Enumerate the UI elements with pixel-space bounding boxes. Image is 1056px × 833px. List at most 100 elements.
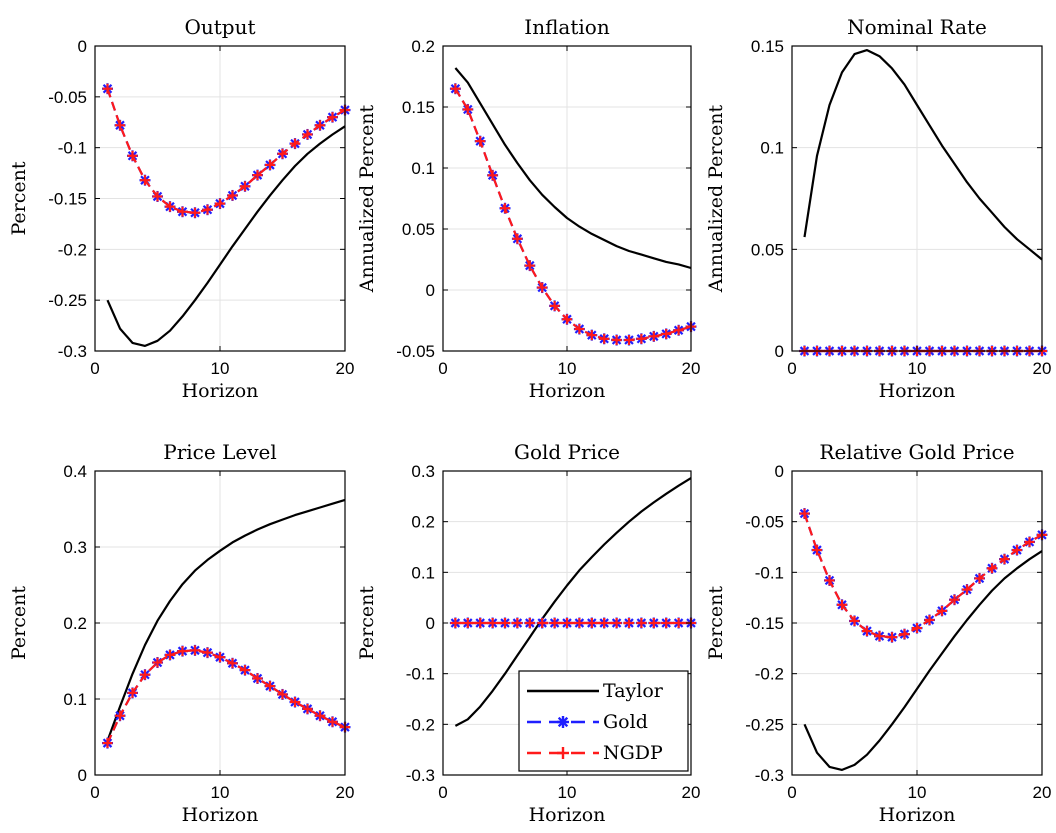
data-point-ngdp bbox=[537, 282, 548, 293]
data-point-ngdp bbox=[165, 201, 175, 212]
y-axis-label: Percent bbox=[8, 161, 30, 235]
x-tick-label: 10 bbox=[211, 359, 230, 378]
x-axis-label: Horizon bbox=[182, 804, 259, 826]
data-point-ngdp bbox=[127, 150, 138, 161]
panel-title: Price Level bbox=[163, 440, 276, 464]
data-point-ngdp bbox=[202, 204, 213, 215]
y-tick-label: 0.1 bbox=[760, 139, 784, 158]
y-axis-label: Annualized Percent bbox=[356, 104, 378, 293]
data-point-ngdp bbox=[962, 584, 972, 595]
legend-label: Taylor bbox=[603, 680, 664, 702]
y-tick-label: -0.3 bbox=[406, 766, 435, 785]
data-point-ngdp bbox=[849, 615, 860, 626]
x-tick-label: 0 bbox=[787, 783, 796, 802]
y-tick-label: -0.1 bbox=[755, 563, 784, 582]
data-point-ngdp bbox=[524, 260, 535, 271]
data-point-ngdp bbox=[450, 83, 461, 94]
y-tick-label: -0.1 bbox=[406, 665, 435, 684]
x-tick-label: 20 bbox=[682, 783, 701, 802]
data-point-ngdp bbox=[899, 629, 910, 640]
data-point-ngdp bbox=[862, 626, 872, 637]
x-axis-label: Horizon bbox=[182, 380, 259, 402]
series-line-ngdp bbox=[803, 513, 1043, 639]
data-point-ngdp bbox=[315, 120, 325, 131]
series-line-taylor bbox=[106, 498, 346, 742]
data-point-ngdp bbox=[937, 605, 947, 616]
data-point-ngdp bbox=[115, 120, 125, 131]
panel-title: Output bbox=[184, 15, 255, 39]
x-tick-label: 20 bbox=[1033, 359, 1052, 378]
y-tick-label: -0.2 bbox=[406, 715, 435, 734]
y-tick-label: -0.05 bbox=[48, 88, 87, 107]
data-point-ngdp bbox=[661, 328, 672, 339]
data-point-ngdp bbox=[277, 689, 288, 700]
data-point-ngdp bbox=[549, 618, 560, 628]
x-tick-label: 10 bbox=[211, 783, 230, 802]
data-point-ngdp bbox=[586, 618, 597, 628]
data-point-ngdp bbox=[265, 159, 275, 170]
data-point-ngdp bbox=[252, 170, 263, 181]
data-point-ngdp bbox=[812, 545, 822, 556]
data-point-ngdp bbox=[290, 697, 300, 708]
data-point-ngdp bbox=[177, 206, 188, 217]
data-point-ngdp bbox=[475, 136, 486, 147]
data-point-ngdp bbox=[648, 618, 659, 628]
y-axis-label: Percent bbox=[356, 586, 378, 660]
data-point-ngdp bbox=[487, 618, 498, 628]
data-point-ngdp bbox=[673, 325, 684, 336]
data-point-ngdp bbox=[924, 614, 935, 625]
legend-label: Gold bbox=[603, 711, 648, 733]
data-point-ngdp bbox=[874, 631, 885, 642]
data-point-ngdp bbox=[177, 646, 188, 657]
data-point-ngdp bbox=[887, 632, 897, 643]
y-tick-label: -0.15 bbox=[745, 614, 784, 633]
data-point-ngdp bbox=[327, 112, 338, 123]
panel-1: 0 10 20 -0.3 -0.25 -0.2 -0.15 -0.1 -0.05 0 Output H… bbox=[8, 15, 354, 402]
panel-title: Relative Gold Price bbox=[819, 440, 1014, 464]
series-line-taylor bbox=[454, 477, 692, 727]
data-point-ngdp bbox=[227, 190, 238, 201]
data-point-ngdp bbox=[215, 198, 225, 209]
y-axis-label: Percent bbox=[705, 586, 727, 660]
data-point-ngdp bbox=[315, 710, 325, 721]
data-point-ngdp bbox=[624, 618, 634, 628]
series-line-taylor bbox=[454, 67, 692, 270]
data-point-ngdp bbox=[512, 233, 523, 244]
panel-title: Gold Price bbox=[514, 440, 620, 464]
y-tick-label: -0.25 bbox=[48, 291, 87, 310]
data-point-ngdp bbox=[252, 673, 263, 684]
data-point-ngdp bbox=[562, 314, 572, 325]
data-point-ngdp bbox=[302, 703, 313, 714]
data-point-ngdp bbox=[987, 563, 997, 574]
legend-entry-taylor: Taylor bbox=[527, 680, 664, 702]
data-point-ngdp bbox=[574, 324, 585, 335]
legend: Taylor Gold NGDP bbox=[518, 670, 689, 772]
data-point-ngdp bbox=[500, 203, 510, 214]
data-point-ngdp bbox=[215, 652, 225, 663]
data-point-ngdp bbox=[636, 333, 647, 344]
data-point-ngdp bbox=[549, 300, 560, 311]
y-axis-label: Annualized Percent bbox=[705, 104, 727, 293]
data-point-ngdp bbox=[127, 687, 138, 698]
x-tick-label: 0 bbox=[787, 359, 796, 378]
data-point-ngdp bbox=[512, 618, 523, 628]
y-tick-label: -0.15 bbox=[48, 190, 87, 209]
data-point-ngdp bbox=[152, 191, 163, 202]
y-tick-label: -0.3 bbox=[755, 766, 784, 785]
data-point-ngdp bbox=[636, 618, 647, 628]
data-point-ngdp bbox=[227, 658, 238, 669]
panel-3: 0 10 20 0 0.05 0.1 0.15 Nominal Rate Horizon Annu… bbox=[705, 15, 1051, 402]
data-point-ngdp bbox=[140, 669, 150, 680]
x-axis-label: Horizon bbox=[879, 380, 956, 402]
data-point-ngdp bbox=[102, 738, 113, 749]
data-point-ngdp bbox=[190, 645, 200, 656]
series-line-ngdp bbox=[454, 88, 692, 342]
y-tick-label: -0.05 bbox=[396, 342, 435, 361]
data-point-ngdp bbox=[462, 618, 473, 628]
data-point-ngdp bbox=[824, 575, 835, 586]
x-axis-label: Horizon bbox=[529, 380, 606, 402]
y-tick-label: 0 bbox=[775, 462, 784, 481]
y-tick-label: 0.15 bbox=[751, 37, 784, 56]
data-point-ngdp bbox=[290, 138, 300, 149]
data-point-ngdp bbox=[599, 618, 610, 628]
